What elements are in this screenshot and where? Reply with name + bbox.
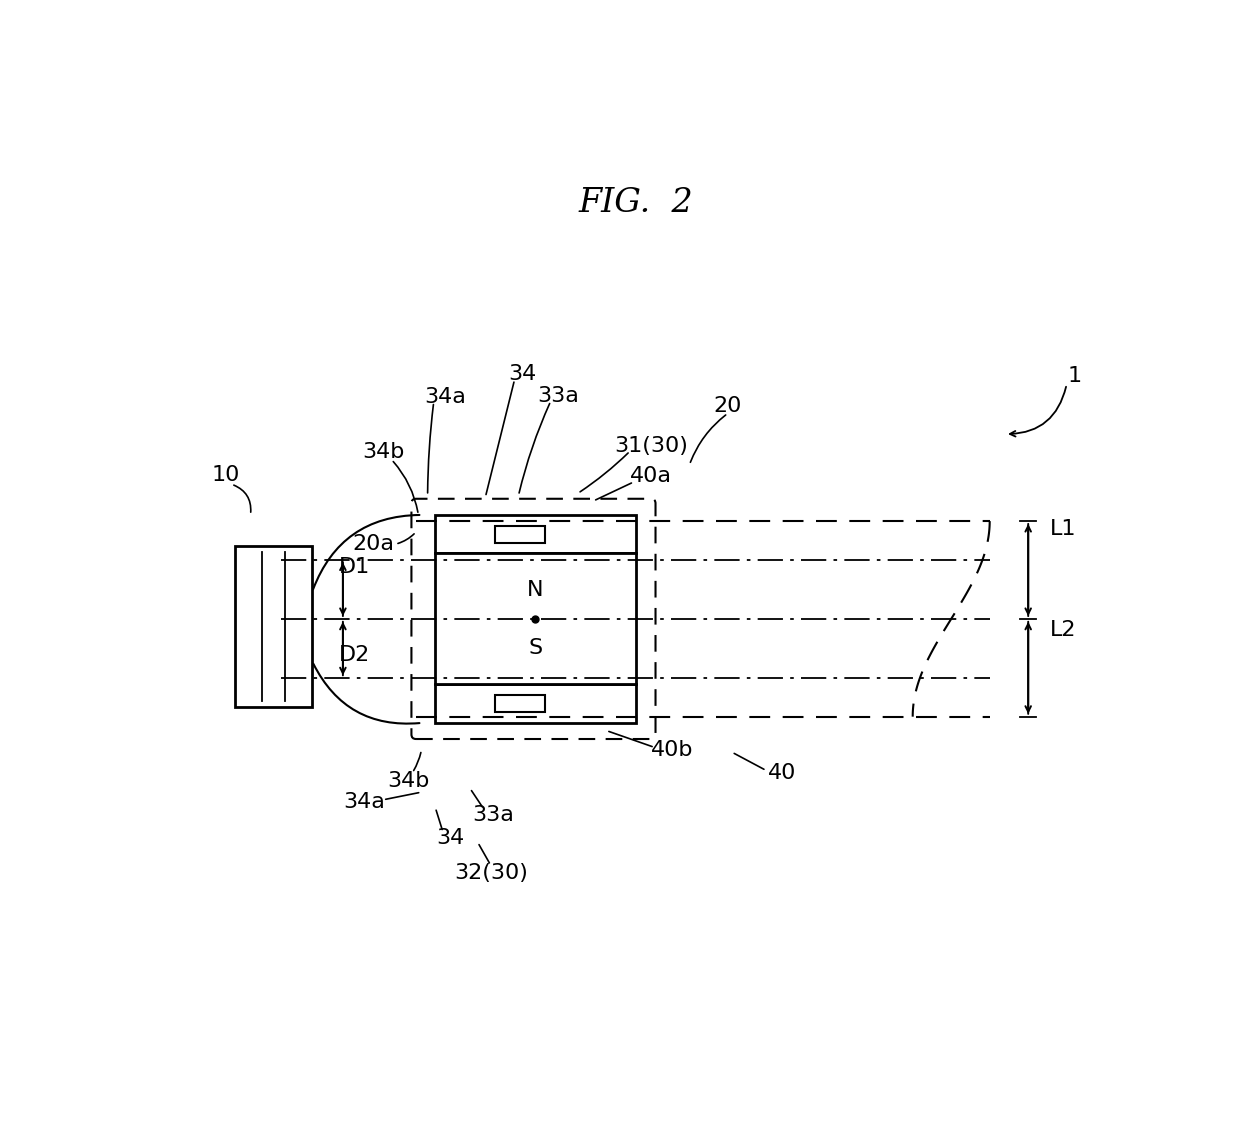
Text: 40b: 40b xyxy=(651,740,693,759)
Text: 33a: 33a xyxy=(538,385,579,406)
Text: 40a: 40a xyxy=(630,467,672,486)
Bar xyxy=(435,685,635,723)
Text: 20a: 20a xyxy=(352,535,394,554)
Text: 34: 34 xyxy=(508,364,537,384)
Text: 40: 40 xyxy=(768,763,796,783)
Text: 31(30): 31(30) xyxy=(614,436,688,455)
Text: 34a: 34a xyxy=(342,793,384,812)
Text: D1: D1 xyxy=(339,557,370,577)
Bar xyxy=(495,525,546,543)
Text: 34: 34 xyxy=(436,828,465,849)
Text: 34b: 34b xyxy=(387,771,429,790)
Text: 10: 10 xyxy=(212,465,241,485)
Text: 32(30): 32(30) xyxy=(454,863,528,883)
Bar xyxy=(435,554,635,685)
Text: 34a: 34a xyxy=(424,388,466,407)
Text: L1: L1 xyxy=(1049,518,1076,539)
Text: 34b: 34b xyxy=(362,442,404,462)
Text: 1: 1 xyxy=(1068,366,1081,387)
Text: S: S xyxy=(528,638,542,657)
Text: N: N xyxy=(527,580,543,600)
Text: 20: 20 xyxy=(714,396,742,415)
Text: D2: D2 xyxy=(339,645,370,665)
Text: 33a: 33a xyxy=(472,805,515,825)
Bar xyxy=(435,515,635,554)
Bar xyxy=(236,546,312,708)
Text: FIG.  2: FIG. 2 xyxy=(578,187,693,219)
Bar xyxy=(495,695,546,712)
Text: L2: L2 xyxy=(1049,621,1076,640)
